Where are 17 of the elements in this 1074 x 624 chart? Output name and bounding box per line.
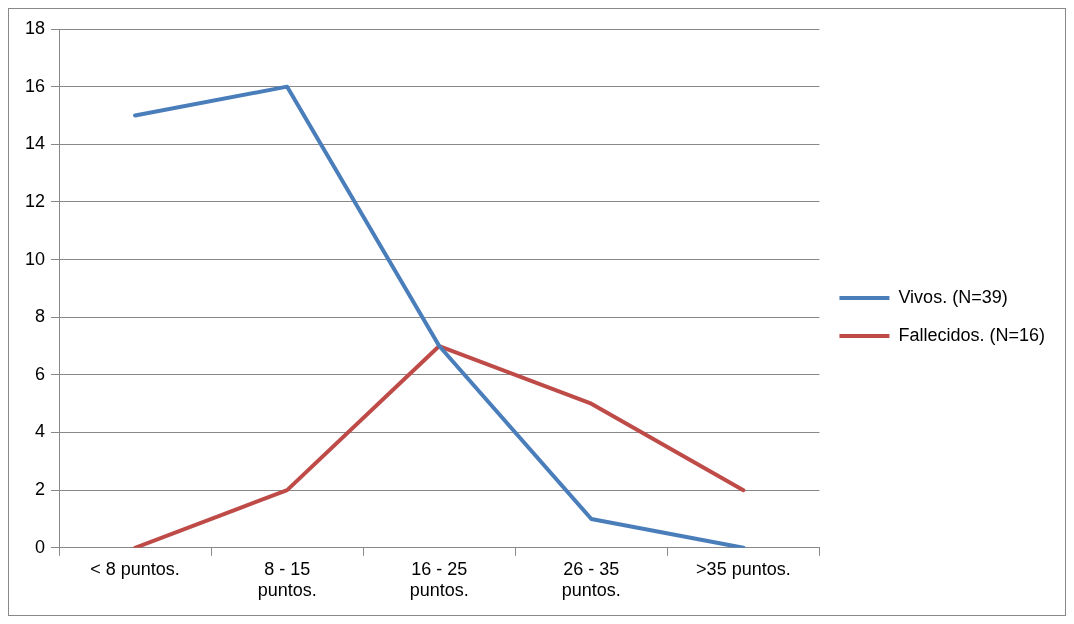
y-tick-label: 16 xyxy=(24,75,46,96)
x-tick-label: >35 puntos. xyxy=(696,558,791,579)
legend-label: Fallecidos. (N=16) xyxy=(898,324,1045,345)
x-tick-label: 16 - 25 puntos. xyxy=(409,558,469,601)
legend-label: Vivos. (N=39) xyxy=(898,286,1008,307)
y-tick-label: 14 xyxy=(24,133,46,154)
y-tick-label: 8 xyxy=(35,306,46,327)
y-tick-label: 4 xyxy=(35,421,46,442)
y-tick-label: 12 xyxy=(24,190,46,211)
y-tick-label: 0 xyxy=(35,536,46,557)
y-tick-label: 10 xyxy=(24,248,46,269)
x-tick-label: 26 - 35 puntos. xyxy=(561,558,621,601)
y-tick-label: 18 xyxy=(24,17,46,38)
x-tick-label: 8 - 15 puntos. xyxy=(257,558,317,601)
y-tick-label: 2 xyxy=(35,479,46,500)
y-tick-label: 6 xyxy=(35,363,46,384)
x-tick-label: < 8 puntos. xyxy=(90,558,180,579)
